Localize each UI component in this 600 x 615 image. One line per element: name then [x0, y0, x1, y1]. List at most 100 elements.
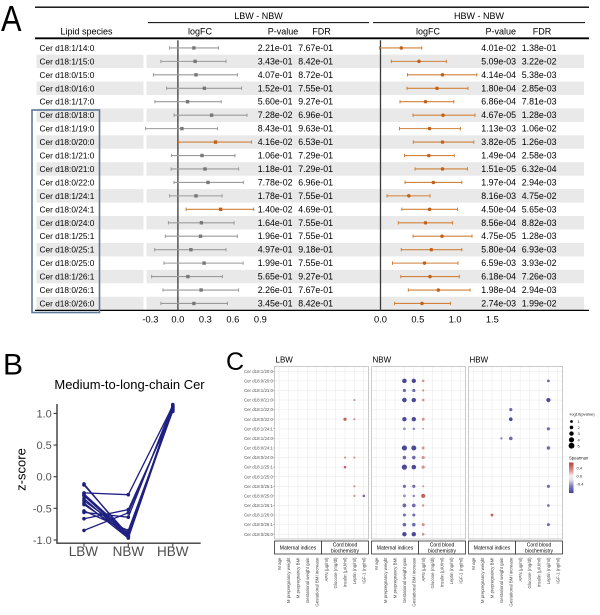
svg-text:1.5: 1.5	[486, 315, 499, 325]
svg-text:8.72e-01: 8.72e-01	[298, 70, 333, 80]
svg-text:Cer d18:0/20:0: Cer d18:0/20:0	[40, 137, 95, 147]
svg-text:2.26e-01: 2.26e-01	[258, 285, 293, 295]
svg-text:1.28e-03: 1.28e-03	[522, 231, 557, 241]
svg-text:Cer d18:1/26:1: Cer d18:1/26:1	[40, 272, 95, 282]
svg-text:1.78e-01: 1.78e-01	[258, 191, 293, 201]
svg-text:Leptin (ng/ml): Leptin (ng/ml)	[546, 557, 551, 584]
svg-text:7.55e-01: 7.55e-01	[298, 258, 333, 268]
svg-text:7.55e-01: 7.55e-01	[298, 231, 333, 241]
svg-text:6.53e-01: 6.53e-01	[298, 137, 333, 147]
svg-text:Cer d18:0/26:0: Cer d18:0/26:0	[40, 298, 95, 308]
svg-text:Cer d18:0/16:0: Cer d18:0/16:0	[40, 83, 95, 93]
svg-text:1.49e-04: 1.49e-04	[481, 151, 516, 161]
svg-text:Gestational weight gain: Gestational weight gain	[305, 557, 310, 603]
svg-text:biochemistry: biochemistry	[331, 549, 360, 555]
svg-text:1.28e-03: 1.28e-03	[522, 110, 557, 120]
svg-text:3.43e-01: 3.43e-01	[258, 56, 293, 66]
svg-text:0.5: 0.5	[411, 315, 424, 325]
svg-text:LBW: LBW	[69, 544, 99, 559]
svg-text:8.43e-01: 8.43e-01	[258, 124, 293, 134]
svg-text:6.93e-03: 6.93e-03	[522, 245, 557, 255]
svg-text:Leptin (ng/ml): Leptin (ng/ml)	[352, 557, 357, 584]
svg-text:Spearman: Spearman	[569, 456, 589, 461]
svg-text:5.65e-01: 5.65e-01	[258, 272, 293, 282]
svg-text:-0.3: -0.3	[142, 315, 158, 325]
svg-text:1.06e-01: 1.06e-01	[258, 151, 293, 161]
svg-text:1: 1	[578, 419, 581, 424]
svg-text:1.98e-04: 1.98e-04	[481, 285, 516, 295]
svg-text:5.65e-03: 5.65e-03	[522, 204, 557, 214]
svg-text:Cer d18:0/25:1: Cer d18:0/25:1	[40, 245, 95, 255]
svg-text:LBW: LBW	[276, 356, 294, 365]
svg-text:Cord blood: Cord blood	[527, 543, 552, 549]
svg-text:HBW: HBW	[470, 356, 489, 365]
svg-text:4.75e-05: 4.75e-05	[481, 231, 516, 241]
svg-text:Insulin (µIU/ml): Insulin (µIU/ml)	[537, 557, 542, 587]
svg-text:4.01e-02: 4.01e-02	[481, 43, 516, 53]
svg-text:FDR: FDR	[533, 27, 552, 37]
svg-text:Gestational weight gain: Gestational weight gain	[402, 557, 407, 603]
svg-text:Insulin (µIU/ml): Insulin (µIU/ml)	[343, 557, 348, 587]
svg-text:A: A	[1, 0, 22, 39]
svg-text:2.94e-03: 2.94e-03	[522, 177, 557, 187]
svg-text:2.94e-03: 2.94e-03	[522, 285, 557, 295]
svg-text:1.96e-01: 1.96e-01	[258, 231, 293, 241]
svg-text:M prepregnancy weight: M prepregnancy weight	[383, 557, 388, 603]
svg-text:8.42e-01: 8.42e-01	[298, 56, 333, 66]
svg-text:7.28e-02: 7.28e-02	[258, 110, 293, 120]
svg-text:Cer d18:1/26:0: Cer d18:1/26:0	[244, 513, 274, 518]
svg-text:Gestational BMI increase: Gestational BMI increase	[411, 557, 416, 607]
svg-text:Cer d18:1/26:1: Cer d18:1/26:1	[244, 503, 274, 508]
svg-text:Cer d18:1/19:0: Cer d18:1/19:0	[40, 124, 95, 134]
svg-text:5: 5	[578, 443, 581, 448]
svg-text:6.86e-04: 6.86e-04	[481, 97, 516, 107]
svg-text:Gestational BMI increase: Gestational BMI increase	[314, 557, 319, 607]
svg-text:0.0: 0.0	[37, 472, 52, 484]
svg-text:FDR: FDR	[312, 27, 331, 37]
svg-text:APN (µg/ml): APN (µg/ml)	[518, 557, 523, 582]
svg-text:Cer d18:0/21:0: Cer d18:0/21:0	[244, 398, 274, 403]
svg-text:Cer d18:1/21:0: Cer d18:1/21:0	[40, 151, 95, 161]
svg-text:Cer d18:1/24:1: Cer d18:1/24:1	[40, 191, 95, 201]
svg-text:-0.5: -0.5	[33, 503, 52, 515]
svg-text:APN (µg/ml): APN (µg/ml)	[421, 557, 426, 582]
svg-text:6.32e-04: 6.32e-04	[522, 164, 557, 174]
svg-text:Cer d18:0/26:0: Cer d18:0/26:0	[244, 532, 274, 537]
svg-text:8.16e-03: 8.16e-03	[481, 191, 516, 201]
svg-text:1.06e-02: 1.06e-02	[522, 124, 557, 134]
svg-text:7.26e-03: 7.26e-03	[522, 272, 557, 282]
svg-text:1.99e-01: 1.99e-01	[258, 258, 293, 268]
svg-text:5.80e-04: 5.80e-04	[481, 245, 516, 255]
svg-text:Cer d18:1/14:0: Cer d18:1/14:0	[40, 43, 95, 53]
svg-text:Cer d18:0/24:0: Cer d18:0/24:0	[244, 455, 274, 460]
svg-text:Cer d18:0/24:1: Cer d18:0/24:1	[244, 446, 274, 451]
svg-text:7.55e-01: 7.55e-01	[298, 191, 333, 201]
svg-text:-1.0: -1.0	[33, 535, 52, 547]
svg-text:Cord blood: Cord blood	[430, 543, 455, 549]
svg-text:-log10(pvalue): -log10(pvalue)	[569, 412, 595, 417]
svg-text:logFC: logFC	[416, 27, 441, 37]
svg-text:Cer d18:1/21:0: Cer d18:1/21:0	[244, 388, 274, 393]
svg-text:8.42e-01: 8.42e-01	[298, 298, 333, 308]
svg-text:1.38e-01: 1.38e-01	[522, 43, 557, 53]
svg-text:3.45e-01: 3.45e-01	[258, 298, 293, 308]
svg-text:8.82e-03: 8.82e-03	[522, 218, 557, 228]
svg-text:8.56e-04: 8.56e-04	[481, 218, 516, 228]
svg-text:1.40e-02: 1.40e-02	[258, 204, 293, 214]
svg-text:Cer d18:1/25:1: Cer d18:1/25:1	[244, 465, 274, 470]
svg-text:Cer d18:0/21:0: Cer d18:0/21:0	[40, 164, 95, 174]
svg-text:APN (µg/ml): APN (µg/ml)	[324, 557, 329, 582]
svg-text:2: 2	[578, 425, 581, 430]
svg-text:Glucose (mg/dl): Glucose (mg/dl)	[430, 557, 435, 589]
svg-text:4: 4	[578, 437, 581, 442]
svg-text:1.0: 1.0	[449, 315, 462, 325]
svg-text:Glucose (mg/dl): Glucose (mg/dl)	[333, 557, 338, 589]
svg-text:NBW: NBW	[373, 356, 392, 365]
svg-text:1.80e-04: 1.80e-04	[481, 83, 516, 93]
svg-text:M prepregnancy BMI: M prepregnancy BMI	[490, 558, 495, 599]
svg-text:2.21e-01: 2.21e-01	[258, 43, 293, 53]
svg-text:NBW: NBW	[113, 544, 145, 559]
svg-text:Cer d18:0/24:0: Cer d18:0/24:0	[40, 218, 95, 228]
svg-text:1.18e-01: 1.18e-01	[258, 164, 293, 174]
svg-text:3.82e-05: 3.82e-05	[481, 137, 516, 147]
